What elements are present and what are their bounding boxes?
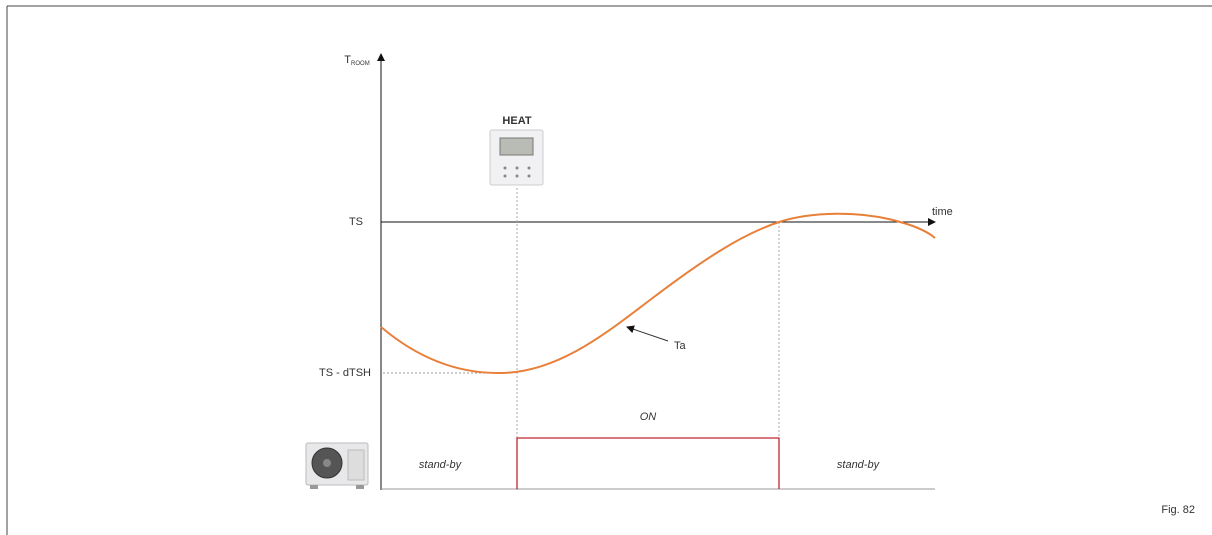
outdoor-unit-icon [305, 442, 369, 489]
x-axis-label: time [932, 206, 953, 218]
y-axis-label: TROOM [344, 54, 369, 67]
temperature-curve [380, 212, 936, 375]
standby-label: stand-by [837, 459, 881, 471]
y-label-sub: ROOM [351, 61, 370, 67]
y-label-main: T [344, 54, 351, 66]
curve-label: Ta [674, 340, 687, 352]
lower-label: TS - dTSH [319, 367, 371, 379]
on-label: ON [640, 411, 657, 423]
controller-label: HEAT [502, 115, 531, 127]
controller-icon [489, 129, 544, 186]
curve-pointer [626, 325, 669, 342]
setpoint-label: TS [349, 216, 363, 228]
on-state-line [516, 437, 780, 489]
figure-label: Fig. 82 [1161, 504, 1195, 516]
standby-label: stand-by [419, 459, 463, 471]
